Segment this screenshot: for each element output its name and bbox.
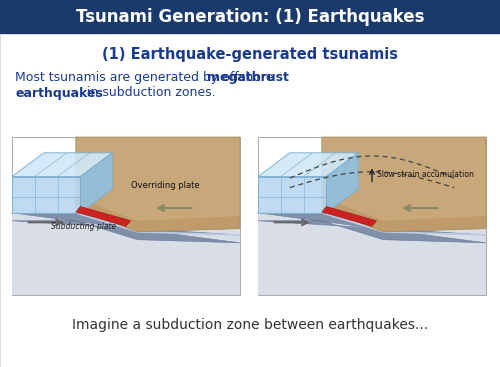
Text: Most tsunamis are generated by offshore: Most tsunamis are generated by offshore <box>15 70 278 84</box>
Text: earthquakes: earthquakes <box>15 87 103 99</box>
Text: Tsunami Generation: (1) Earthquakes: Tsunami Generation: (1) Earthquakes <box>76 8 424 26</box>
Text: megathrust: megathrust <box>207 70 289 84</box>
FancyBboxPatch shape <box>0 34 500 367</box>
Polygon shape <box>76 207 130 226</box>
Text: Imagine a subduction zone between earthquakes...: Imagine a subduction zone between earthq… <box>72 318 428 332</box>
Text: (1) Earthquake-generated tsunamis: (1) Earthquake-generated tsunamis <box>102 47 398 62</box>
Polygon shape <box>258 213 486 243</box>
Polygon shape <box>12 153 112 177</box>
Polygon shape <box>322 137 486 232</box>
Polygon shape <box>258 177 326 213</box>
Text: Overriding plate: Overriding plate <box>130 181 199 190</box>
Text: Subducting plate: Subducting plate <box>51 222 116 230</box>
Polygon shape <box>12 177 80 213</box>
Polygon shape <box>76 197 240 232</box>
Polygon shape <box>80 153 112 213</box>
FancyBboxPatch shape <box>0 0 500 34</box>
Text: Slow strain accumulation: Slow strain accumulation <box>376 170 474 179</box>
FancyBboxPatch shape <box>258 137 486 295</box>
Polygon shape <box>76 137 240 232</box>
Polygon shape <box>326 153 358 213</box>
Polygon shape <box>258 208 486 295</box>
FancyBboxPatch shape <box>12 137 240 295</box>
Polygon shape <box>258 153 358 177</box>
Polygon shape <box>322 207 376 226</box>
Polygon shape <box>12 213 240 243</box>
Polygon shape <box>12 208 240 295</box>
Polygon shape <box>322 197 486 232</box>
Text: in subduction zones.: in subduction zones. <box>83 87 216 99</box>
